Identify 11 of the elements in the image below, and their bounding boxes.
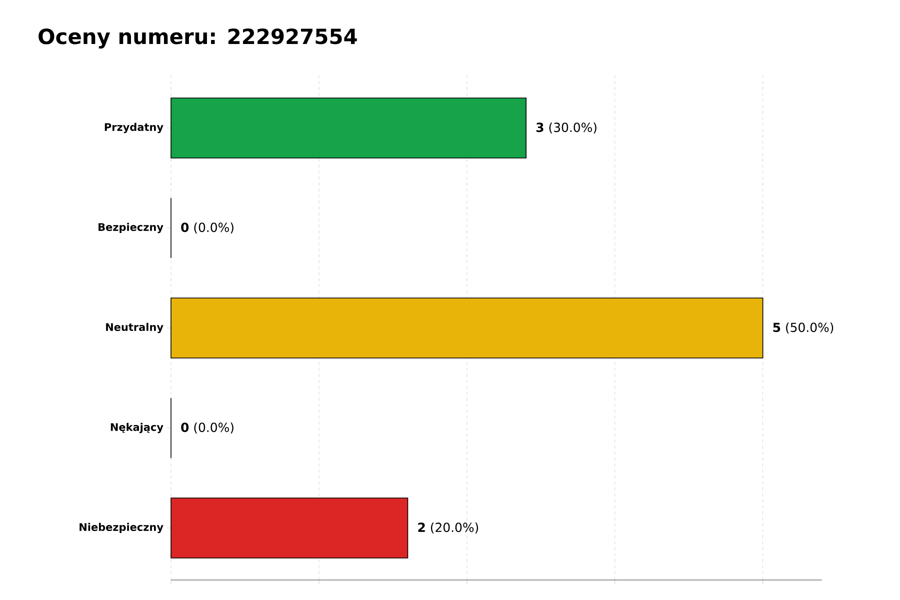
chart-title: Oceny numeru: 222927554 — [38, 28, 357, 49]
data-label: 2 (20.0%) — [418, 522, 478, 534]
y-tick-label: Przydatny — [104, 122, 164, 134]
y-tick-label: Neutralny — [106, 322, 164, 334]
data-label: 0 (0.0%) — [181, 222, 234, 234]
data-label: 5 (50.0%) — [773, 322, 834, 334]
y-tick-label: Nękający — [110, 422, 164, 434]
y-tick-label: Niebezpieczny — [80, 522, 164, 534]
y-tick-label: Bezpieczny — [98, 222, 164, 234]
data-label: 0 (0.0%) — [181, 422, 234, 434]
data-label: 3 (30.0%) — [536, 122, 596, 134]
